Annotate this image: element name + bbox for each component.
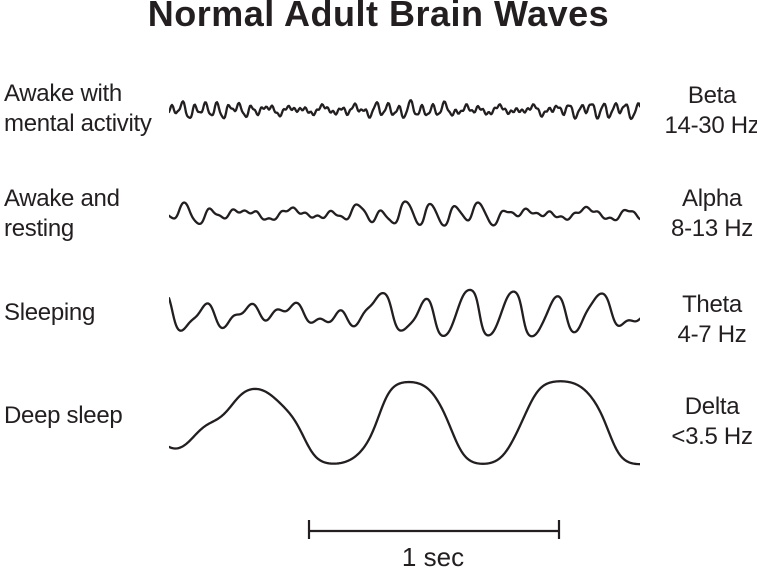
band-name: Delta [684,393,740,420]
band-label-theta: Theta 4-7 Hz [656,290,757,350]
state-label-line: resting [4,215,74,242]
state-label-line: Awake with [4,80,122,107]
state-label-deep-sleep: Deep sleep [4,401,166,431]
band-frequency: <3.5 Hz [671,423,753,450]
scale-bar-label: 1 sec [401,542,465,572]
scale-bar [307,520,561,539]
wave-trace-theta [169,288,640,338]
state-label-line: mental activity [4,110,152,137]
band-label-alpha: Alpha 8-13 Hz [656,184,757,244]
beta-waveform [169,99,640,121]
wave-trace-alpha [169,200,640,227]
figure-title: Normal Adult Brain Waves [147,0,610,34]
state-label-line: Deep sleep [4,402,123,429]
wave-trace-beta [169,99,640,121]
band-label-delta: Delta <3.5 Hz [656,392,757,452]
band-name: Theta [682,291,742,318]
alpha-waveform [169,200,640,227]
state-label-awake-mental-activity: Awake with mental activity [4,79,166,139]
state-label-sleeping: Sleeping [4,298,166,328]
state-label-line: Awake and [4,185,120,212]
band-name: Beta [687,82,737,109]
state-label-awake-resting: Awake and resting [4,184,166,244]
wave-trace-delta [169,380,640,466]
theta-waveform [169,288,640,338]
delta-waveform [169,380,640,466]
band-frequency: 8-13 Hz [671,215,753,242]
band-name: Alpha [682,185,742,212]
band-frequency: 4-7 Hz [677,321,747,348]
state-label-line: Sleeping [4,299,96,326]
band-label-beta: Beta 14-30 Hz [656,81,757,141]
band-frequency: 14-30 Hz [664,112,757,139]
